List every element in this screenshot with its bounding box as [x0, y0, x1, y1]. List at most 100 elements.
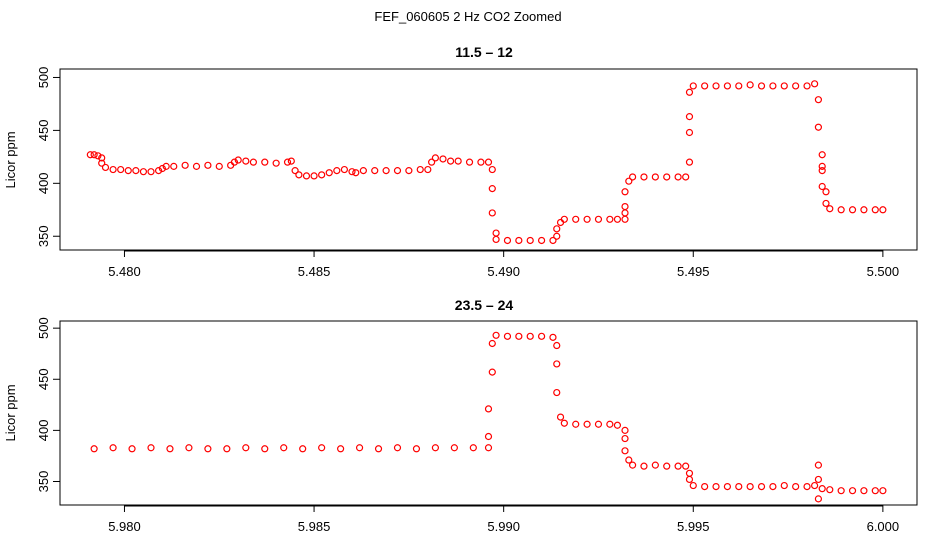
data-point	[109, 165, 117, 174]
data-point	[158, 164, 166, 173]
data-point	[261, 445, 269, 453]
data-point	[488, 368, 496, 376]
data-point	[431, 154, 440, 162]
data-point	[488, 165, 496, 174]
data-point	[128, 445, 136, 453]
data-point	[837, 206, 845, 214]
data-point	[663, 462, 671, 470]
data-point	[871, 206, 879, 214]
data-point	[412, 445, 421, 453]
x-tick-label: 5.995	[677, 519, 710, 534]
data-point	[492, 331, 500, 339]
data-point	[431, 444, 440, 452]
data-point	[621, 426, 629, 434]
data-point	[757, 483, 766, 491]
data-point	[488, 185, 496, 193]
data-point	[826, 486, 834, 494]
data-point	[310, 172, 318, 180]
data-point	[147, 168, 155, 176]
data-point	[484, 432, 493, 441]
data-point	[583, 420, 591, 428]
data-point	[204, 161, 212, 169]
data-point	[416, 165, 424, 174]
y-tick-label: 350	[36, 471, 51, 493]
data-point	[355, 444, 364, 452]
data-point	[492, 229, 500, 237]
data-point	[393, 444, 402, 452]
y-axis-label: Licor ppm	[3, 131, 18, 188]
data-point	[139, 168, 148, 176]
data-point	[572, 215, 580, 223]
data-point	[818, 167, 826, 175]
data-point	[526, 332, 534, 340]
data-point	[325, 169, 333, 177]
panel-bottom: 23.5 – 24 Licor ppm 5.980 5.985 5.990 5.995…	[3, 297, 918, 534]
data-point	[712, 483, 720, 491]
data-point	[454, 157, 462, 165]
data-point	[465, 158, 474, 166]
data-point	[287, 157, 295, 165]
data-point	[848, 206, 857, 214]
y-axis: 350 400 450 500	[36, 317, 61, 493]
x-tick-label: 5.985	[298, 519, 331, 534]
data-point	[621, 447, 629, 455]
data-point	[640, 462, 648, 470]
panel-top: 11.5 – 12 Licor ppm 5.480 5.485 5.490 5.495…	[3, 44, 918, 279]
data-point	[860, 206, 868, 214]
data-point	[94, 152, 102, 160]
y-axis-label: Licor ppm	[3, 384, 18, 441]
data-point	[572, 420, 580, 428]
data-point	[674, 462, 682, 470]
data-point	[769, 82, 777, 90]
data-point	[352, 169, 360, 177]
data-point	[628, 173, 637, 181]
data-point	[90, 445, 98, 453]
data-point	[640, 173, 648, 181]
y-tick-label: 400	[36, 172, 51, 194]
data-point	[484, 405, 493, 413]
data-point	[230, 158, 239, 166]
data-point	[628, 461, 637, 469]
data-point	[318, 444, 326, 452]
x-axis: 5.480 5.485 5.490 5.495 5.500	[108, 250, 899, 279]
data-point	[98, 154, 106, 162]
data-point	[117, 165, 125, 174]
data-point	[154, 167, 163, 175]
data-point	[515, 236, 523, 245]
data-point	[295, 171, 303, 179]
data-point	[814, 495, 823, 503]
data-point	[204, 445, 212, 453]
data-point	[553, 341, 561, 350]
data-point	[109, 444, 117, 452]
data-point	[249, 158, 257, 166]
y-tick-label: 350	[36, 225, 51, 247]
data-point	[685, 475, 694, 484]
x-tick-label: 6.000	[867, 519, 900, 534]
panel-title: 23.5 – 24	[455, 297, 514, 313]
data-point	[625, 177, 633, 185]
data-point	[814, 461, 823, 469]
x-tick-label: 5.480	[108, 264, 141, 279]
data-point	[283, 158, 292, 166]
data-point	[405, 167, 413, 175]
data-point	[537, 236, 546, 245]
data-point	[818, 151, 826, 159]
data-point	[814, 475, 823, 484]
data-point	[382, 167, 390, 175]
data-point	[723, 483, 731, 491]
data-point	[746, 483, 754, 491]
data-point	[147, 444, 155, 452]
data-point	[272, 159, 280, 167]
data-point	[811, 80, 819, 88]
data-point	[712, 82, 720, 90]
data-point	[428, 158, 436, 166]
data-point	[682, 462, 690, 470]
data-point	[181, 161, 189, 169]
data-point	[170, 162, 178, 170]
data-point	[818, 182, 826, 191]
data-point	[757, 82, 766, 90]
data-point	[98, 159, 106, 167]
data-point	[553, 360, 561, 368]
x-tick-label: 5.980	[108, 519, 141, 534]
data-point	[492, 235, 500, 244]
